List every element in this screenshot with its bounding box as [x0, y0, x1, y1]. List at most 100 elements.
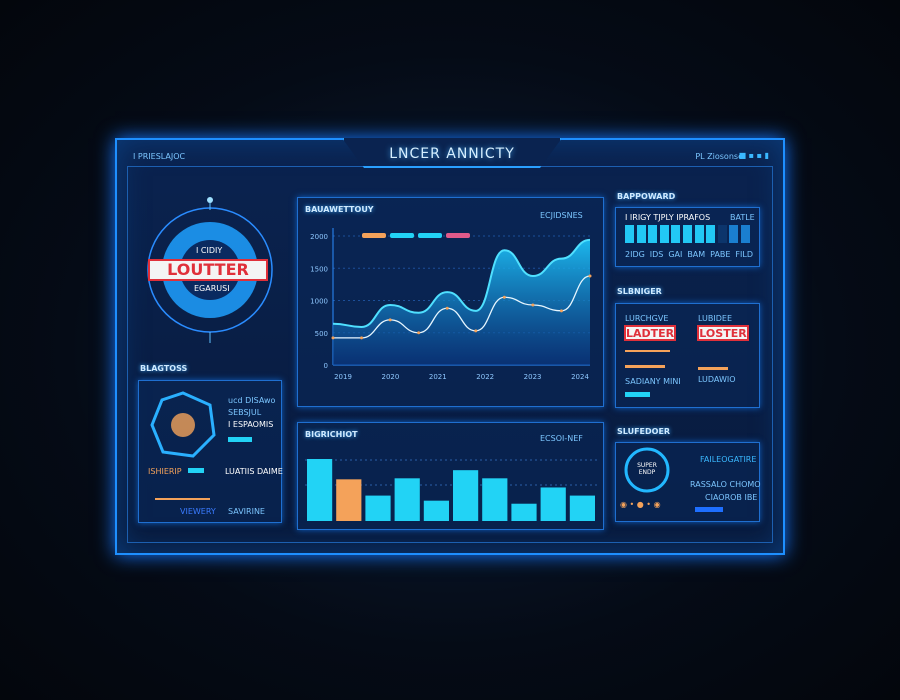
series-2-point — [559, 309, 563, 313]
bar — [394, 478, 420, 521]
bar — [511, 503, 537, 521]
emblem-icon — [150, 391, 216, 458]
right-s1-value: BATLE — [730, 213, 755, 222]
series-2-point — [417, 331, 421, 335]
y-tick-label: 1500 — [310, 265, 328, 273]
card-footer-left[interactable]: VIEWERY — [180, 507, 216, 516]
bar — [365, 495, 391, 521]
header-right-label: PL Ziosonse — [695, 152, 743, 161]
line-chart-title: BAUAWETTOUY — [305, 205, 374, 214]
s3-headline: FAILEOGATIRE — [700, 455, 757, 464]
right-s3-panel — [615, 442, 760, 522]
bar-chart-title: BIGRICHIOT — [305, 430, 358, 439]
series-2-point — [331, 336, 335, 340]
s3-icons[interactable]: ◉ • ● • ◉ — [620, 500, 661, 509]
logo-badge: LOUTTER — [148, 259, 268, 281]
meter-tick: BAM — [687, 250, 706, 259]
x-tick-label: 2020 — [381, 373, 399, 381]
logo-top-text: I CIDIY — [196, 246, 223, 255]
s2-card1-orange — [625, 350, 670, 352]
s2-card2-label: LUBIDEE — [698, 314, 733, 323]
x-tick-label: 2022 — [476, 373, 494, 381]
series-2-point — [502, 295, 506, 299]
s2-card2-orange — [698, 367, 728, 370]
ring-label: SUPER ENDP — [637, 462, 657, 476]
bar-chart — [305, 459, 597, 521]
bar — [569, 495, 595, 521]
series-2-point — [531, 303, 535, 307]
card-mini-bar — [188, 468, 204, 473]
meter-segment — [694, 225, 704, 243]
meter-segment — [636, 225, 646, 243]
legend-swatch — [362, 233, 386, 238]
bar — [336, 479, 362, 521]
title-tab — [342, 138, 562, 168]
meter-segment — [717, 225, 727, 243]
meter-segment — [741, 225, 750, 243]
s3-line2: CIAOROB IBE — [705, 493, 758, 502]
card-footer-right[interactable]: SAVIRINE — [228, 507, 265, 516]
s2-card1-text: SADIANY MINI — [625, 377, 681, 386]
legend-swatch — [418, 233, 442, 238]
x-tick-label: 2021 — [429, 373, 447, 381]
series-2-point — [360, 336, 364, 340]
ring-gauge — [624, 447, 670, 493]
line-chart-legend: ECJIDSNES — [540, 211, 583, 220]
s2-card2-badge: LOSTER — [697, 325, 749, 341]
s3-progress[interactable] — [695, 507, 723, 512]
s2-card1-label: LURCHGVE — [625, 314, 669, 323]
bar — [307, 459, 333, 521]
meter-segment — [648, 225, 658, 243]
series-2-point — [445, 306, 449, 310]
right-s3-title: SLUFEDOER — [617, 427, 671, 436]
meter-segment — [683, 225, 692, 243]
card-bottom-left: ISHIERIP — [148, 467, 182, 476]
right-s2-panel — [615, 303, 760, 408]
s3-line1: RASSALO CHOMO — [690, 480, 761, 489]
x-tick-label: 2024 — [571, 373, 589, 381]
y-tick-label: 2000 — [310, 233, 328, 241]
series-2-point — [474, 329, 478, 333]
window-controls-icon[interactable]: ■ ▪ ▪ ▮ — [738, 151, 769, 160]
logo-bottom-text: EGARUSI — [194, 284, 230, 293]
series-2-point — [388, 318, 392, 322]
series-2-point — [588, 274, 592, 278]
s2-card1-badge: LADTER — [624, 325, 676, 341]
s2-card1-orange2 — [625, 365, 665, 368]
right-s2-title: SLBNIGER — [617, 287, 662, 296]
page-title: LNCER ANNICTY — [389, 146, 515, 162]
x-tick-label: 2023 — [524, 373, 542, 381]
line-chart: 0 500 1000 1500 2000 2019 2020 2021 2022 2023 2024 — [310, 228, 592, 381]
y-tick-label: 0 — [324, 362, 328, 370]
meter-tick: 2IDG — [625, 250, 645, 259]
meter-segment — [671, 225, 681, 243]
card-line-2: SEBSJUL — [228, 408, 262, 417]
meter-tick: GAI — [668, 250, 683, 259]
right-s1-segment-meter — [625, 225, 753, 243]
meter-tick: IDS — [649, 250, 664, 259]
x-tick-label: 2019 — [334, 373, 352, 381]
meter-segment — [706, 225, 716, 243]
legend-swatch — [390, 233, 414, 238]
bar — [540, 487, 566, 521]
s2-card2-text: LUDAWIO — [698, 375, 736, 384]
header-left-label: I PRIESLAJOC — [133, 152, 186, 161]
bar — [482, 478, 508, 521]
meter-tick: FILD — [735, 250, 753, 259]
bar — [453, 470, 479, 521]
series-2-line — [333, 275, 591, 339]
y-tick-label: 1000 — [310, 298, 328, 306]
card-orange-line — [155, 498, 210, 500]
bar-chart-legend: ECSOI-NEF — [540, 434, 583, 443]
legend-swatch — [446, 233, 470, 238]
card-line-1: ucd DISAwo — [228, 396, 276, 405]
bar — [423, 500, 449, 521]
series-1-line — [332, 238, 591, 328]
card-line-3: I ESPAOMIS — [228, 420, 274, 429]
left-section-title: BLAGTOSS — [140, 364, 188, 373]
s2-card1-progress[interactable] — [625, 392, 650, 397]
meter-segment — [729, 225, 739, 243]
meter-tick: PABE — [710, 250, 731, 259]
meter-segment — [625, 225, 634, 243]
right-s1-caption: I IRIGY TJPLY IPRAFOS — [625, 213, 711, 222]
